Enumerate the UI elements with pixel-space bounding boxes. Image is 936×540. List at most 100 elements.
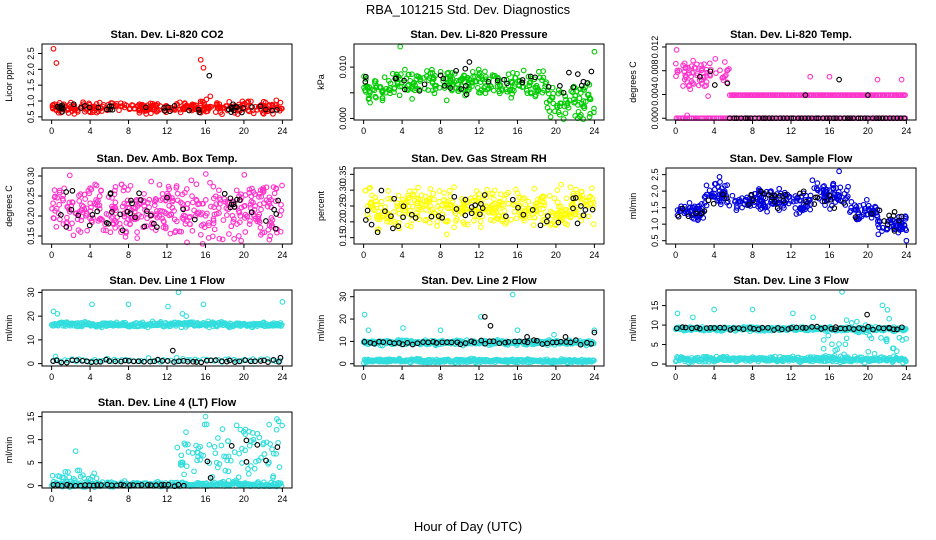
- data-point: [589, 185, 595, 192]
- data-point: [540, 205, 547, 212]
- data-point: [681, 68, 688, 75]
- data-point: [211, 443, 218, 450]
- data-point: [701, 208, 708, 214]
- y-tick-label: 0: [650, 362, 660, 367]
- data-point: [81, 206, 88, 213]
- data-point: [879, 228, 885, 234]
- data-point: [264, 203, 271, 210]
- data-point: [411, 79, 418, 86]
- data-point: [196, 109, 203, 116]
- data-point: [183, 463, 190, 470]
- data-point: [112, 187, 118, 194]
- data-point: [269, 217, 276, 223]
- data-point: [513, 215, 520, 222]
- data-point: [703, 202, 710, 209]
- data-point: [379, 97, 386, 104]
- data-point: [373, 198, 380, 205]
- data-point: [216, 195, 223, 201]
- data-point: [551, 195, 558, 202]
- x-tick-label: 16: [824, 126, 834, 136]
- data-point: [510, 202, 517, 208]
- data-point: [556, 111, 563, 118]
- data-point: [93, 182, 100, 189]
- data-point: [387, 219, 393, 225]
- data-point: [460, 207, 466, 214]
- data-point: [739, 204, 745, 211]
- chart-panel: Stan. Dev. Li-820 Temp.degrees C0 4 8 12 16 2…: [628, 29, 917, 136]
- data-point: [213, 211, 220, 217]
- data-point: [484, 186, 490, 193]
- data-point: [103, 220, 110, 226]
- data-point: [180, 216, 187, 222]
- data-points: [48, 289, 286, 366]
- data-point: [578, 203, 584, 209]
- data-point: [391, 209, 397, 215]
- data-point: [231, 449, 238, 455]
- data-point: [831, 205, 838, 211]
- data-point: [760, 194, 767, 201]
- data-point: [676, 67, 683, 74]
- data-point: [405, 192, 411, 199]
- data-point: [581, 103, 588, 110]
- data-point: [378, 187, 385, 194]
- data-point: [82, 196, 89, 202]
- data-point: [835, 197, 842, 203]
- data-point: [227, 204, 234, 211]
- data-point: [173, 184, 180, 191]
- data-point: [481, 78, 488, 85]
- x-tick-label: 4: [88, 250, 93, 260]
- data-point: [790, 198, 797, 205]
- data-point: [134, 235, 141, 241]
- data-point: [362, 88, 369, 95]
- x-tick-label: 12: [162, 372, 172, 382]
- data-point: [466, 76, 472, 83]
- data-point: [371, 78, 378, 84]
- data-point: [264, 356, 271, 362]
- data-point: [223, 212, 230, 218]
- data-point: [535, 196, 541, 203]
- data-point: [74, 216, 81, 223]
- data-point: [706, 60, 713, 67]
- chart-title: Stan. Dev. Line 1 Flow: [109, 275, 225, 287]
- data-point: [192, 106, 198, 113]
- data-point: [256, 434, 263, 441]
- data-point: [222, 198, 229, 205]
- data-point: [527, 89, 534, 96]
- data-point: [575, 206, 581, 213]
- data-point: [591, 48, 598, 55]
- data-point: [51, 187, 58, 193]
- y-tick-label: 10: [338, 336, 348, 346]
- y-tick-label: 0.30: [338, 181, 348, 199]
- chart-ylabel: kPa: [316, 74, 326, 90]
- data-point: [589, 206, 596, 213]
- data-point: [269, 101, 275, 108]
- data-point: [159, 191, 166, 197]
- x-tick-label: 12: [474, 372, 484, 382]
- chart-title: Stan. Dev. Amb. Box Temp.: [97, 153, 238, 165]
- data-point: [134, 229, 140, 235]
- data-point: [410, 191, 416, 198]
- plot-frame: [353, 289, 605, 367]
- data-point: [260, 187, 267, 194]
- chart-title: Stan. Dev. Line 4 (LT) Flow: [98, 397, 237, 409]
- y-tick-label: 0.000: [338, 107, 348, 130]
- data-point: [531, 214, 538, 221]
- data-point: [379, 95, 386, 102]
- data-point: [476, 72, 482, 78]
- data-point: [558, 181, 565, 188]
- data-point: [171, 208, 177, 214]
- data-point: [724, 67, 730, 74]
- data-point: [555, 219, 562, 226]
- data-point: [556, 103, 563, 110]
- data-point: [258, 193, 265, 200]
- data-point: [230, 216, 237, 222]
- data-point: [241, 171, 248, 178]
- data-point: [373, 201, 380, 208]
- data-point: [237, 426, 244, 433]
- data-point: [366, 95, 372, 102]
- data-point: [842, 341, 849, 348]
- data-point: [675, 213, 682, 220]
- data-point: [821, 198, 828, 205]
- data-point: [238, 191, 244, 198]
